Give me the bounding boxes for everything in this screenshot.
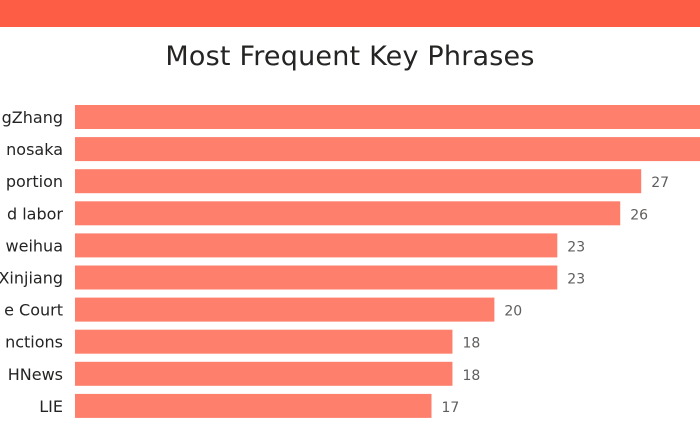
category-label-0: gZhang	[2, 108, 63, 127]
bar-0	[75, 105, 700, 129]
bar-7	[75, 329, 453, 354]
data-label-5: 23	[567, 272, 585, 288]
bar-8	[75, 361, 453, 386]
category-label-7: nctions	[5, 333, 63, 352]
data-label-7: 18	[462, 336, 480, 352]
category-label-1: nosaka	[6, 140, 63, 159]
bar-2	[75, 169, 642, 194]
data-label-2: 27	[651, 175, 669, 191]
bar-9	[75, 393, 432, 418]
category-label-2: portion	[6, 172, 63, 191]
category-label-5: Xinjiang	[0, 269, 63, 288]
bar-3	[75, 201, 621, 226]
data-label-4: 23	[567, 239, 585, 255]
bar-1	[75, 137, 700, 162]
category-label-3: d labor	[7, 204, 63, 223]
category-label-4: weihua	[6, 236, 63, 255]
header-band	[0, 0, 700, 27]
category-label-6: e Court	[4, 301, 63, 320]
bar-6	[75, 297, 495, 322]
category-label-8: HNews	[8, 365, 63, 384]
bar-4	[75, 233, 558, 258]
category-label-9: LIE	[39, 397, 63, 416]
data-label-3: 26	[630, 207, 648, 223]
data-label-8: 18	[462, 368, 480, 384]
data-label-6: 20	[504, 304, 522, 320]
data-label-9: 17	[441, 400, 459, 416]
chart-title: Most Frequent Key Phrases	[165, 41, 535, 72]
bar-5	[75, 265, 558, 290]
